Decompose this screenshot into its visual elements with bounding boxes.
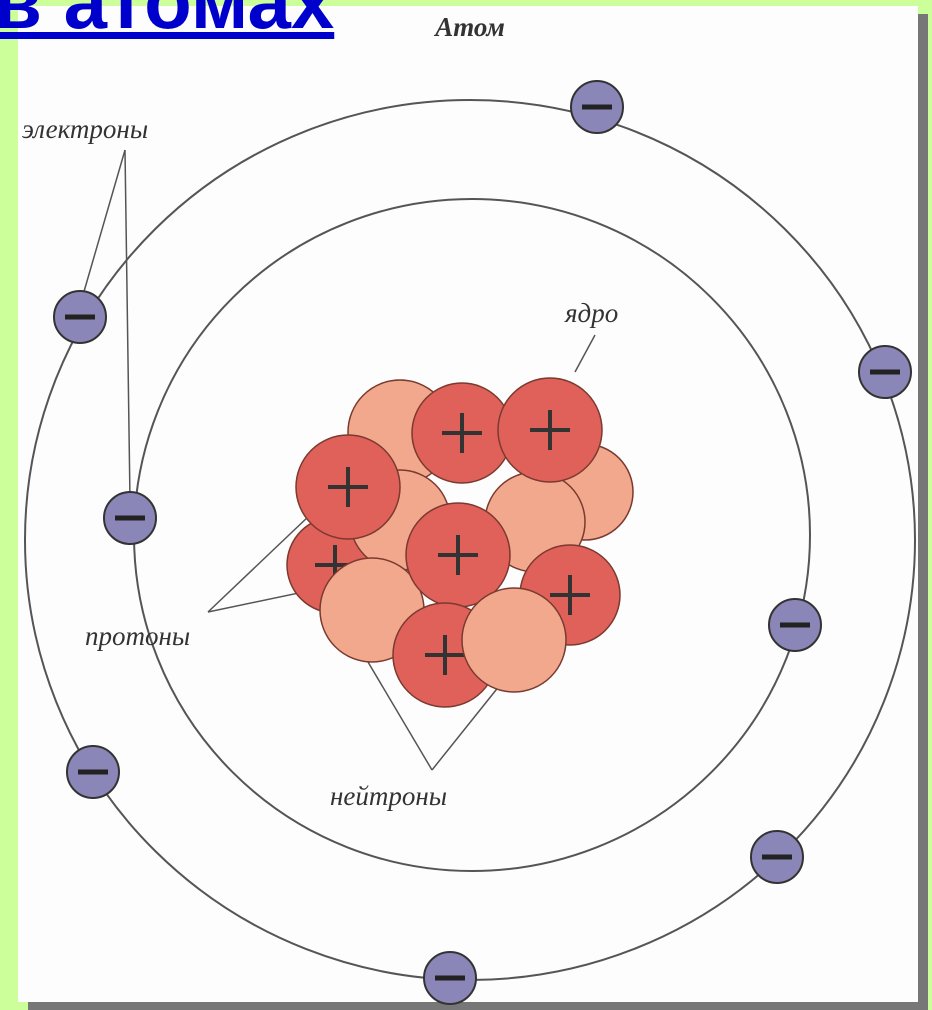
atom-figure: Атом электроны ядро протоны нейтроны [18,6,932,1010]
electron [104,492,156,544]
protons-label: протоны [85,621,190,651]
electron [54,291,106,343]
electron [67,746,119,798]
neutron [462,588,566,692]
electron [859,346,911,398]
electron [571,81,623,133]
slide-title: в атомах [0,0,334,47]
neutrons-label: нейтроны [330,781,447,811]
electron [424,952,476,1004]
proton [412,383,512,483]
slide: в атомах Атом электроны ядро протоны ней… [0,0,932,1010]
particle [462,588,566,692]
nucleus-label: ядро [564,298,618,328]
electrons-label: электроны [22,114,148,144]
proton [296,435,400,539]
proton [498,378,602,482]
electron [769,599,821,651]
electron [751,831,803,883]
figure-title: Атом [433,12,505,42]
